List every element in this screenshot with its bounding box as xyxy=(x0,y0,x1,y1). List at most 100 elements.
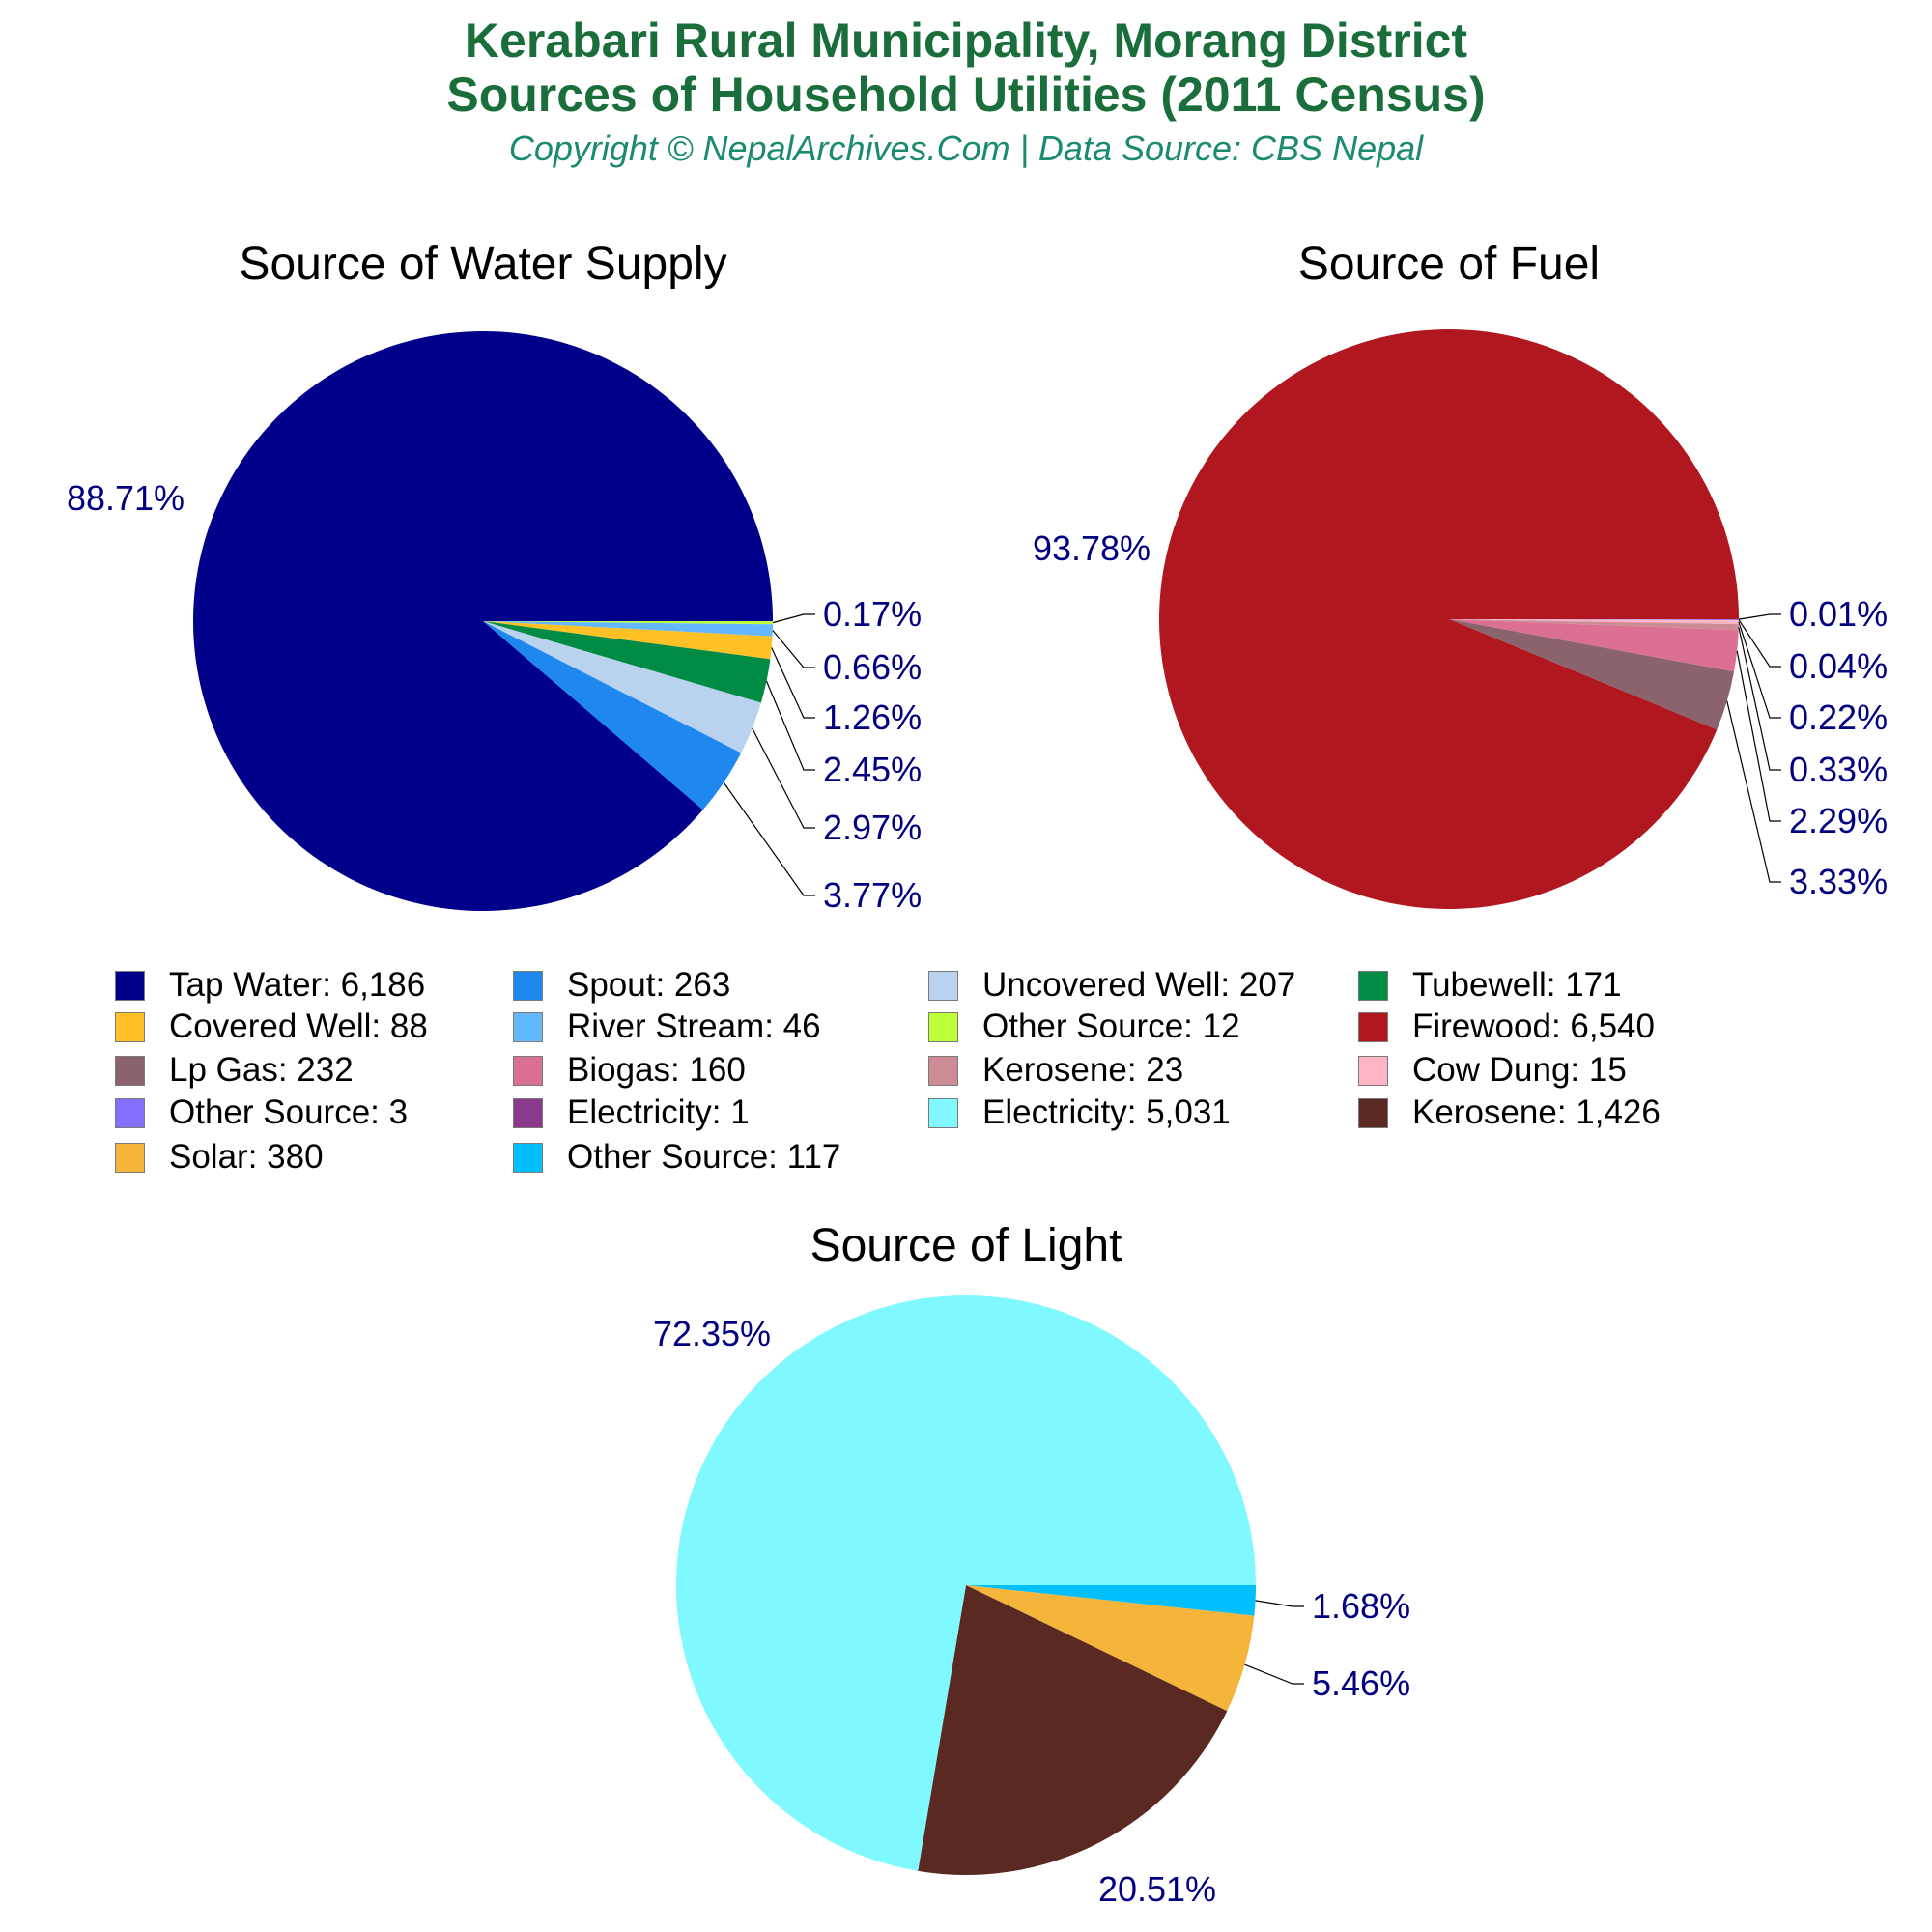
pie-slice-biogas xyxy=(1449,619,1739,672)
pie-slice-firewood xyxy=(1159,329,1739,910)
leader-line xyxy=(1738,627,1781,771)
legend-item: Electricity: 5,031 xyxy=(928,1095,1231,1130)
legend-item: Solar: 380 xyxy=(115,1140,324,1175)
legend-item: River Stream: 46 xyxy=(513,1009,821,1044)
water-supply-pie: 0.17% 0.66% 1.26% 2.45% 2.97% 3.77% 88.71% xyxy=(67,331,922,915)
legend-item: Cow Dung: 15 xyxy=(1358,1053,1627,1088)
legend-swatch xyxy=(115,1011,145,1042)
legend-label: Other Source: 3 xyxy=(169,1094,409,1131)
legend-swatch xyxy=(513,970,543,1001)
pie-slice-lp-gas xyxy=(1449,619,1735,730)
legend-item: Lp Gas: 232 xyxy=(115,1053,354,1088)
slice-pct-label: 2.29% xyxy=(1789,801,1888,840)
light-pie: 1.68% 5.46% 20.51% 72.35% xyxy=(653,1295,1410,1909)
slice-pct-label: 5.46% xyxy=(1312,1663,1410,1703)
legend-item: Spout: 263 xyxy=(513,968,730,1003)
slice-pct-label: 2.45% xyxy=(823,750,922,789)
pie-slice-covered-well xyxy=(483,621,773,660)
slice-pct-label: 0.01% xyxy=(1789,594,1888,634)
leader-line xyxy=(1738,613,1781,620)
legend-item: Firewood: 6,540 xyxy=(1358,1009,1655,1044)
slice-pct-label: 72.35% xyxy=(653,1314,771,1353)
legend-item: Kerosene: 23 xyxy=(928,1053,1183,1088)
slice-pct-label: 0.04% xyxy=(1789,646,1888,686)
legend-item: Kerosene: 1,426 xyxy=(1358,1095,1661,1130)
legend-label: Firewood: 6,540 xyxy=(1412,1008,1655,1045)
leader-line xyxy=(1255,1600,1304,1607)
legend-swatch xyxy=(513,1097,543,1128)
legend-item: Covered Well: 88 xyxy=(115,1009,428,1044)
legend-swatch xyxy=(928,1055,958,1086)
pie-slice-cow-dung xyxy=(1449,619,1739,625)
leader-line xyxy=(772,613,815,624)
legend-label: Other Source: 12 xyxy=(982,1008,1240,1045)
pie-slice-kerosene xyxy=(1449,619,1739,631)
legend-item: Uncovered Well: 207 xyxy=(928,968,1295,1003)
legend-label: Electricity: 1 xyxy=(567,1094,750,1131)
legend-label: Spout: 263 xyxy=(567,966,731,1004)
pie-slice-other-source xyxy=(483,621,773,625)
legend-swatch xyxy=(513,1142,543,1173)
legend-label: Lp Gas: 232 xyxy=(169,1051,354,1089)
legend-label: Tubewell: 171 xyxy=(1412,966,1622,1004)
pie-slice-river-stream xyxy=(483,621,773,637)
pie-slice-other-source xyxy=(1449,619,1739,621)
slice-pct-label: 0.17% xyxy=(823,594,922,634)
legend-swatch xyxy=(115,970,145,1001)
legend-label: Uncovered Well: 207 xyxy=(982,966,1296,1004)
leader-line xyxy=(1726,700,1781,883)
legend-item: Tap Water: 6,186 xyxy=(115,968,425,1003)
leader-line xyxy=(1244,1663,1304,1685)
pie-slice-tap-water xyxy=(193,331,774,911)
leader-line xyxy=(752,727,815,829)
legend-swatch xyxy=(928,1097,958,1128)
slice-pct-label: 0.22% xyxy=(1789,697,1888,737)
slice-pct-label: 3.77% xyxy=(823,875,922,915)
pie-slice-kerosene xyxy=(918,1585,1228,1876)
leader-line xyxy=(723,781,815,896)
slice-pct-label: 20.51% xyxy=(1098,1869,1216,1909)
leader-line xyxy=(1738,621,1781,719)
legend-swatch xyxy=(115,1097,145,1128)
slice-pct-label: 88.71% xyxy=(67,478,185,518)
legend-swatch xyxy=(1358,1055,1388,1086)
fuel-pie: 0.01% 0.04% 0.22% 0.33% 2.29% 3.33% 93.78% xyxy=(1033,329,1888,910)
slice-pct-label: 93.78% xyxy=(1033,528,1151,568)
legend-label: Covered Well: 88 xyxy=(169,1008,428,1045)
legend-item: Other Source: 3 xyxy=(115,1095,408,1130)
legend-item: Other Source: 117 xyxy=(513,1140,840,1175)
legend-swatch xyxy=(1358,1097,1388,1128)
legend-label: Kerosene: 23 xyxy=(982,1051,1184,1089)
legend-label: Solar: 380 xyxy=(169,1138,324,1176)
light-chart-title: Source of Light xyxy=(810,1220,1122,1271)
pie-slice-electricity xyxy=(676,1295,1256,1871)
pie-slice-tubewell xyxy=(483,621,771,703)
slice-pct-label: 1.68% xyxy=(1312,1586,1410,1626)
legend-swatch xyxy=(115,1055,145,1086)
slice-pct-label: 2.97% xyxy=(823,808,922,847)
legend-label: Electricity: 5,031 xyxy=(982,1094,1231,1131)
water-chart-title: Source of Water Supply xyxy=(239,239,727,290)
slice-pct-label: 0.33% xyxy=(1789,750,1888,789)
slice-pct-label: 0.66% xyxy=(823,647,922,687)
pie-slice-solar xyxy=(966,1585,1255,1712)
legend-label: River Stream: 46 xyxy=(567,1008,821,1045)
legend-item: Biogas: 160 xyxy=(513,1053,746,1088)
slice-pct-label: 1.26% xyxy=(823,697,922,737)
legend-swatch xyxy=(513,1055,543,1086)
legend-swatch xyxy=(513,1011,543,1042)
main-title-line1: Kerabari Rural Municipality, Morang Dist… xyxy=(464,14,1468,68)
pie-slice-uncovered-well xyxy=(483,621,761,753)
legend-label: Cow Dung: 15 xyxy=(1412,1051,1627,1089)
legend-swatch xyxy=(928,970,958,1001)
leader-line xyxy=(772,630,815,668)
pie-slice-spout xyxy=(483,621,742,810)
legend-label: Tap Water: 6,186 xyxy=(169,966,426,1004)
legend-label: Kerosene: 1,426 xyxy=(1412,1094,1661,1131)
leader-line xyxy=(765,680,815,771)
copyright-subtitle: Copyright © NepalArchives.Com | Data Sou… xyxy=(508,128,1424,168)
leader-line xyxy=(771,647,815,719)
legend-label: Biogas: 160 xyxy=(567,1051,746,1089)
main-title-line2: Sources of Household Utilities (2011 Cen… xyxy=(446,68,1486,122)
